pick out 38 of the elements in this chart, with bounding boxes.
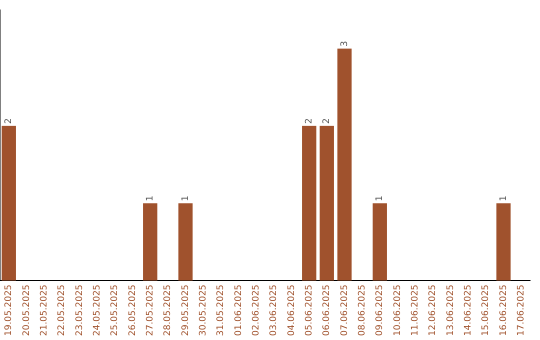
x-tick-label: 23.05.2025 bbox=[74, 284, 85, 336]
data-label: 1 bbox=[146, 195, 156, 202]
x-tick-label: 31.05.2025 bbox=[216, 284, 226, 336]
x-tick-label: 27.05.2025 bbox=[146, 284, 156, 336]
x-tick-label: 08.06.2025 bbox=[358, 284, 368, 336]
x-tick-label: 22.05.2025 bbox=[57, 284, 68, 336]
x-tick-label: 28.05.2025 bbox=[163, 284, 174, 336]
x-tick-label: 10.06.2025 bbox=[392, 284, 403, 336]
x-tick-label: 09.06.2025 bbox=[375, 284, 386, 336]
x-tick-label: 01.06.2025 bbox=[234, 284, 244, 336]
x-tick-label: 03.06.2025 bbox=[269, 284, 280, 336]
data-label: 1 bbox=[498, 195, 509, 202]
x-tick-label: 13.06.2025 bbox=[446, 284, 456, 336]
x-tick-label: 29.05.2025 bbox=[180, 284, 191, 336]
x-tick-label: 30.05.2025 bbox=[198, 284, 209, 336]
x-tick-label: 14.06.2025 bbox=[464, 284, 474, 336]
x-tick-label: 07.06.2025 bbox=[340, 284, 350, 336]
x-tick-label: 26.05.2025 bbox=[128, 284, 138, 336]
x-tick-label: 19.05.2025 bbox=[4, 284, 14, 336]
data-label: 1 bbox=[180, 195, 191, 202]
x-tick-label: 12.06.2025 bbox=[428, 284, 438, 336]
data-label: 2 bbox=[322, 118, 332, 124]
data-label: 2 bbox=[304, 118, 315, 124]
x-tick-label: 16.06.2025 bbox=[498, 284, 509, 336]
x-tick-label: 11.06.2025 bbox=[410, 284, 421, 336]
x-tick-label: 24.05.2025 bbox=[92, 284, 103, 336]
x-tick-label: 20.05.2025 bbox=[22, 284, 32, 336]
x-tick-label: 06.06.2025 bbox=[322, 284, 332, 336]
x-tick-label: 05.06.2025 bbox=[304, 284, 315, 336]
x-tick-label: 17.06.2025 bbox=[516, 284, 527, 336]
x-tick-label: 15.06.2025 bbox=[481, 284, 492, 336]
data-label: 2 bbox=[4, 118, 14, 124]
x-tick-label: 04.06.2025 bbox=[286, 284, 297, 336]
data-label: 1 bbox=[375, 195, 386, 202]
x-tick-label: 02.06.2025 bbox=[252, 284, 262, 336]
data-label: 3 bbox=[340, 40, 350, 47]
x-tick-label: 25.05.2025 bbox=[110, 284, 120, 336]
x-tick-label: 21.05.2025 bbox=[40, 284, 50, 336]
